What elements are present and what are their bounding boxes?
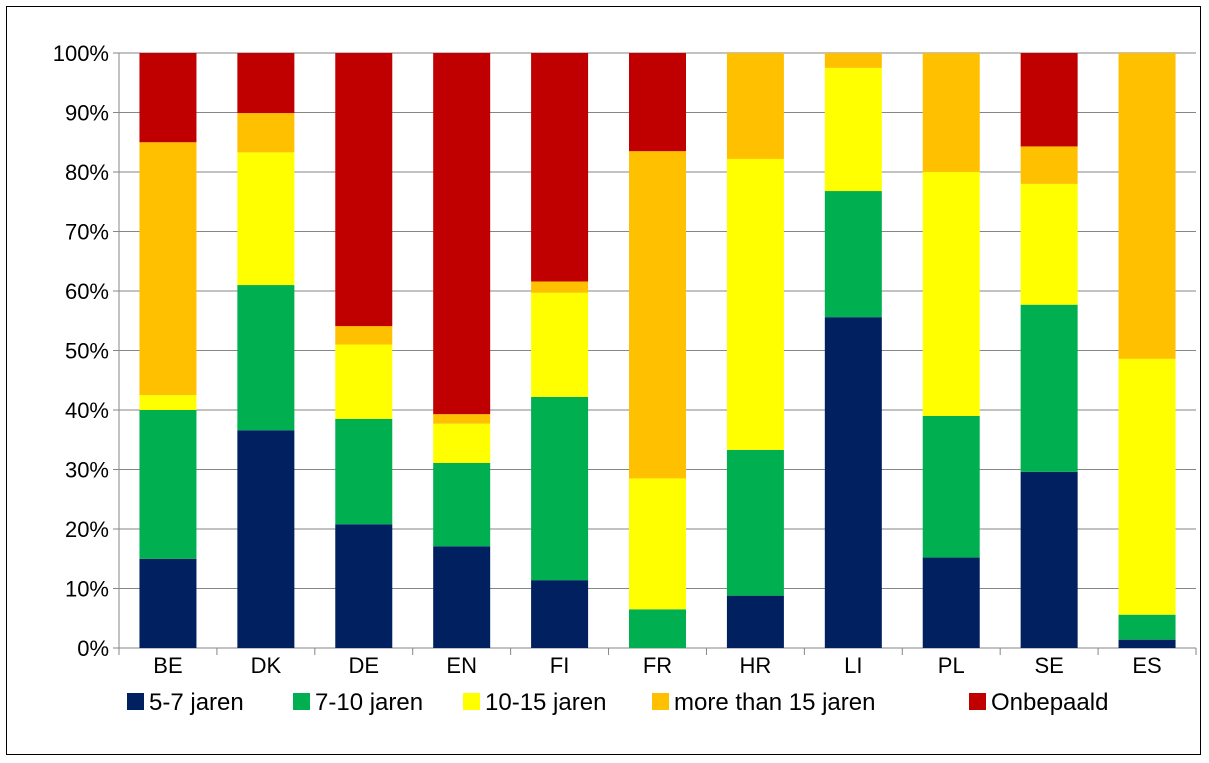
- bar-segment-fi-more-than-15-jaren: [531, 281, 589, 293]
- bar-segment-es-5-7-jaren: [1118, 639, 1176, 648]
- bar-segment-pl-7-10-jaren: [922, 415, 980, 558]
- bar-segment-dk-more-than-15-jaren: [237, 113, 295, 153]
- x-tick-label: SE: [1034, 653, 1063, 678]
- bar-segment-se-more-than-15-jaren: [1020, 146, 1078, 184]
- bar-segment-en-10-15-jaren: [433, 423, 491, 463]
- bar-segment-en-7-10-jaren: [433, 462, 491, 547]
- bar-segment-en-onbepaald: [433, 53, 491, 415]
- x-tick-label: HR: [740, 653, 772, 678]
- x-tick-label: PL: [938, 653, 965, 678]
- x-tick-label: EN: [446, 653, 477, 678]
- legend-swatch: [293, 693, 310, 710]
- x-tick-label: DK: [251, 653, 282, 678]
- legend-label: 10-15 jaren: [485, 689, 606, 716]
- legend-swatch: [652, 693, 669, 710]
- bar-segment-hr-5-7-jaren: [726, 595, 784, 648]
- bar-segment-de-more-than-15-jaren: [335, 326, 393, 345]
- bar-segment-pl-more-than-15-jaren: [922, 53, 980, 172]
- bar-segment-fr-more-than-15-jaren: [629, 151, 686, 479]
- y-tick-label: 80%: [65, 160, 109, 185]
- bar-segment-fi-7-10-jaren: [531, 396, 589, 581]
- bar-segment-be-10-15-jaren: [139, 395, 197, 410]
- bar-segment-en-more-than-15-jaren: [433, 414, 491, 424]
- bar-segment-de-7-10-jaren: [335, 418, 393, 525]
- bar-segment-li-10-15-jaren: [824, 67, 882, 192]
- bar-segment-pl-5-7-jaren: [922, 557, 980, 648]
- bar-segment-es-7-10-jaren: [1118, 614, 1176, 640]
- y-tick-label: 10%: [65, 577, 109, 602]
- bar-segment-fr-7-10-jaren: [629, 609, 686, 648]
- x-tick-label: FR: [643, 653, 672, 678]
- legend-swatch: [969, 693, 986, 710]
- y-tick-label: 0%: [77, 636, 109, 661]
- bar-segment-de-10-15-jaren: [335, 344, 393, 419]
- x-tick-label: FI: [550, 653, 570, 678]
- y-tick-label: 70%: [65, 220, 109, 245]
- legend-label: Onbepaald: [991, 689, 1108, 716]
- bar-segment-dk-onbepaald: [237, 53, 295, 114]
- y-tick-label: 90%: [65, 101, 109, 126]
- bar-segment-se-5-7-jaren: [1020, 471, 1078, 648]
- x-tick-label: BE: [153, 653, 182, 678]
- bar-segment-fr-10-15-jaren: [629, 478, 686, 610]
- bar-segment-es-10-15-jaren: [1118, 358, 1176, 615]
- bar-segment-hr-more-than-15-jaren: [726, 53, 784, 159]
- bar-segment-li-7-10-jaren: [824, 191, 882, 318]
- legend-swatch: [127, 693, 144, 710]
- legend-label: 5-7 jaren: [149, 689, 244, 716]
- bar-segment-se-onbepaald: [1020, 53, 1078, 147]
- legend-label: more than 15 jaren: [674, 689, 875, 716]
- bar-segment-fi-onbepaald: [531, 53, 589, 282]
- chart-area: [6, 6, 1201, 755]
- bar-segment-be-onbepaald: [139, 53, 197, 143]
- y-tick-label: 60%: [65, 279, 109, 304]
- bar-segment-de-onbepaald: [335, 53, 393, 327]
- bar-segment-li-more-than-15-jaren: [824, 53, 882, 68]
- y-tick-label: 40%: [65, 398, 109, 423]
- y-tick-label: 100%: [53, 41, 109, 66]
- bar-segment-se-7-10-jaren: [1020, 304, 1078, 472]
- x-tick-label: ES: [1132, 653, 1161, 678]
- bar-segment-de-5-7-jaren: [335, 524, 393, 648]
- legend-label: 7-10 jaren: [315, 689, 423, 716]
- legend-swatch: [463, 693, 480, 710]
- bar-segment-dk-10-15-jaren: [237, 152, 295, 286]
- x-tick-label: DE: [348, 653, 379, 678]
- x-tick-label: LI: [844, 653, 862, 678]
- bar-segment-fi-10-15-jaren: [531, 292, 589, 397]
- bar-segment-es-more-than-15-jaren: [1118, 53, 1176, 359]
- bar-segment-be-7-10-jaren: [139, 410, 197, 559]
- bar-segment-se-10-15-jaren: [1020, 183, 1078, 305]
- bar-segment-fi-5-7-jaren: [531, 580, 589, 648]
- bar-segment-dk-7-10-jaren: [237, 285, 295, 431]
- bar-segment-be-more-than-15-jaren: [139, 142, 197, 396]
- bar-segment-be-5-7-jaren: [139, 558, 197, 648]
- y-tick-label: 20%: [65, 517, 109, 542]
- bar-segment-pl-10-15-jaren: [922, 172, 980, 416]
- bar-segment-hr-7-10-jaren: [726, 449, 784, 596]
- bar-segment-li-5-7-jaren: [824, 317, 882, 648]
- y-tick-label: 30%: [65, 458, 109, 483]
- bar-segment-fr-onbepaald: [629, 53, 686, 152]
- y-tick-label: 50%: [65, 339, 109, 364]
- bar-segment-dk-5-7-jaren: [237, 430, 295, 648]
- bar-segment-en-5-7-jaren: [433, 546, 491, 648]
- bar-segment-hr-10-15-jaren: [726, 158, 784, 450]
